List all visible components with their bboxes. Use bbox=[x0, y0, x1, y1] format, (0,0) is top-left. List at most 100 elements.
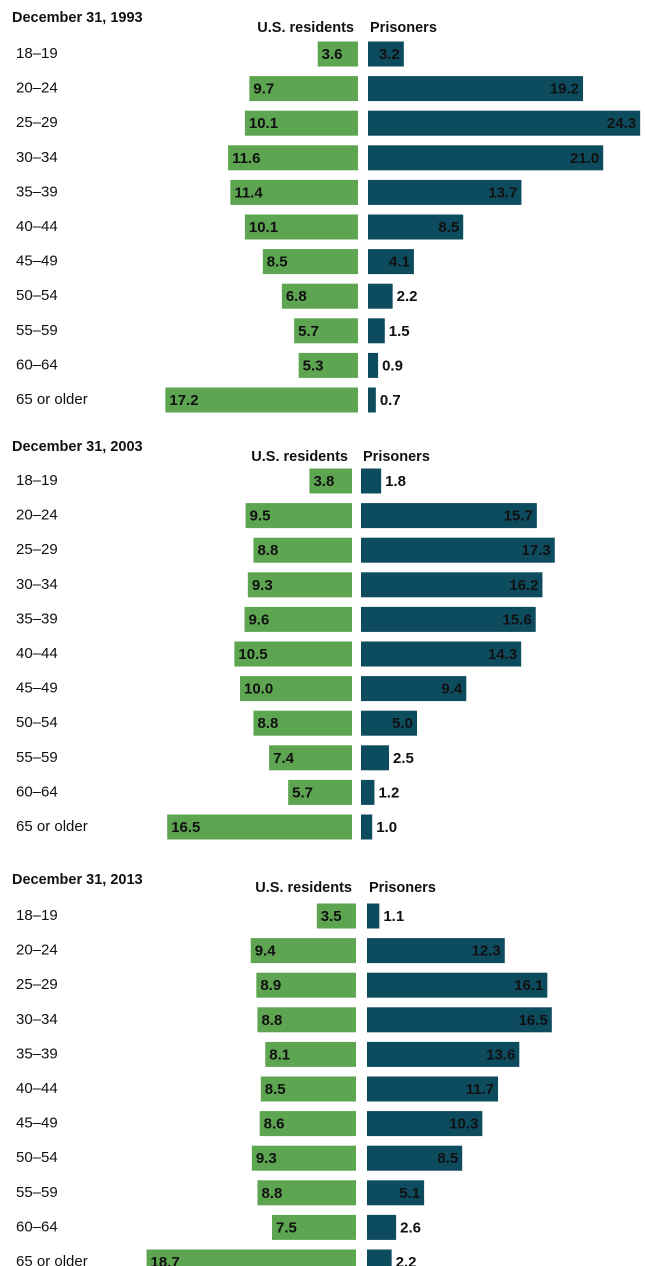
value-label: 14.3 bbox=[488, 646, 517, 663]
category-label: 50–54 bbox=[16, 714, 58, 731]
bar bbox=[269, 745, 352, 771]
bar bbox=[368, 214, 464, 240]
value-label: 15.7 bbox=[504, 508, 533, 525]
value-label: 9.4 bbox=[441, 681, 463, 698]
value-label: 16.5 bbox=[519, 1012, 548, 1029]
bar bbox=[361, 537, 555, 563]
bar bbox=[228, 145, 358, 171]
value-label: 1.8 bbox=[385, 473, 406, 490]
value-label: 8.8 bbox=[257, 715, 278, 732]
bar bbox=[361, 641, 522, 667]
bar bbox=[253, 537, 352, 563]
bar bbox=[240, 676, 352, 702]
bar bbox=[367, 1180, 425, 1206]
value-label: 1.5 bbox=[389, 323, 410, 340]
value-label: 4.1 bbox=[389, 254, 410, 271]
series-header: Prisoners bbox=[363, 449, 430, 465]
value-label: 16.2 bbox=[509, 577, 538, 594]
bar bbox=[367, 938, 505, 964]
value-label: 11.4 bbox=[234, 184, 263, 201]
panel-title: December 31, 2013 bbox=[12, 872, 143, 888]
bar bbox=[368, 145, 604, 171]
bar bbox=[250, 938, 356, 964]
bar bbox=[368, 41, 404, 67]
value-label: 9.3 bbox=[252, 577, 273, 594]
value-label: 8.8 bbox=[261, 1012, 282, 1029]
bar bbox=[257, 1180, 356, 1206]
value-label: 8.8 bbox=[257, 542, 278, 559]
category-label: 30–34 bbox=[16, 149, 58, 166]
value-label: 18.7 bbox=[151, 1254, 180, 1266]
bar bbox=[317, 41, 358, 67]
bar bbox=[367, 1249, 392, 1266]
category-label: 30–34 bbox=[16, 576, 58, 593]
value-label: 21.0 bbox=[570, 150, 599, 167]
category-label: 25–29 bbox=[16, 541, 58, 558]
value-label: 7.4 bbox=[273, 750, 295, 767]
bar bbox=[368, 179, 522, 205]
bar bbox=[294, 318, 358, 344]
category-label: 18–19 bbox=[16, 472, 58, 489]
value-label: 9.3 bbox=[256, 1150, 277, 1167]
category-label: 55–59 bbox=[16, 322, 58, 339]
value-label: 5.0 bbox=[392, 715, 413, 732]
category-label: 35–39 bbox=[16, 1045, 58, 1062]
value-label: 12.3 bbox=[472, 943, 501, 960]
value-label: 3.8 bbox=[313, 473, 334, 490]
value-label: 5.3 bbox=[303, 357, 324, 374]
bar bbox=[361, 779, 375, 805]
category-label: 40–44 bbox=[16, 218, 58, 235]
value-label: 11.7 bbox=[466, 1081, 494, 1098]
value-label: 16.1 bbox=[514, 977, 543, 994]
category-label: 60–64 bbox=[16, 1218, 58, 1235]
bar bbox=[367, 1041, 520, 1067]
category-label: 18–19 bbox=[16, 907, 58, 924]
bar bbox=[361, 710, 417, 736]
bar bbox=[245, 503, 352, 529]
bar bbox=[247, 572, 352, 598]
value-label: 13.7 bbox=[488, 184, 517, 201]
category-label: 45–49 bbox=[16, 1115, 58, 1132]
value-label: 17.3 bbox=[522, 542, 551, 559]
value-label: 15.6 bbox=[503, 611, 532, 628]
bar bbox=[260, 1076, 356, 1102]
bar bbox=[281, 283, 358, 309]
bar bbox=[368, 283, 393, 309]
bar bbox=[367, 1111, 483, 1137]
value-label: 8.5 bbox=[438, 219, 459, 236]
bar bbox=[368, 352, 379, 378]
bar bbox=[259, 1111, 356, 1137]
series-header: U.S. residents bbox=[251, 449, 348, 465]
category-label: 30–34 bbox=[16, 1011, 58, 1028]
bar bbox=[368, 318, 385, 344]
bar bbox=[298, 352, 358, 378]
category-label: 55–59 bbox=[16, 749, 58, 766]
category-label: 35–39 bbox=[16, 183, 58, 200]
bar bbox=[368, 249, 414, 275]
value-label: 8.1 bbox=[269, 1046, 290, 1063]
category-label: 65 or older bbox=[16, 391, 88, 408]
category-label: 45–49 bbox=[16, 680, 58, 697]
bar bbox=[249, 76, 358, 102]
bar bbox=[361, 503, 537, 529]
value-label: 1.1 bbox=[383, 908, 404, 925]
value-label: 8.9 bbox=[260, 977, 281, 994]
series-header: U.S. residents bbox=[257, 20, 354, 36]
bar bbox=[361, 606, 536, 632]
value-label: 9.5 bbox=[250, 508, 271, 525]
category-label: 35–39 bbox=[16, 610, 58, 627]
series-header: U.S. residents bbox=[255, 880, 352, 896]
bar bbox=[253, 710, 352, 736]
category-label: 25–29 bbox=[16, 976, 58, 993]
value-label: 2.6 bbox=[400, 1219, 421, 1236]
value-label: 9.6 bbox=[248, 611, 269, 628]
value-label: 10.1 bbox=[249, 219, 278, 236]
category-label: 65 or older bbox=[16, 818, 88, 835]
value-label: 2.2 bbox=[397, 288, 418, 305]
value-label: 3.5 bbox=[321, 908, 342, 925]
bar bbox=[288, 779, 352, 805]
category-label: 25–29 bbox=[16, 114, 58, 131]
bar bbox=[368, 110, 641, 136]
bar bbox=[165, 387, 358, 413]
